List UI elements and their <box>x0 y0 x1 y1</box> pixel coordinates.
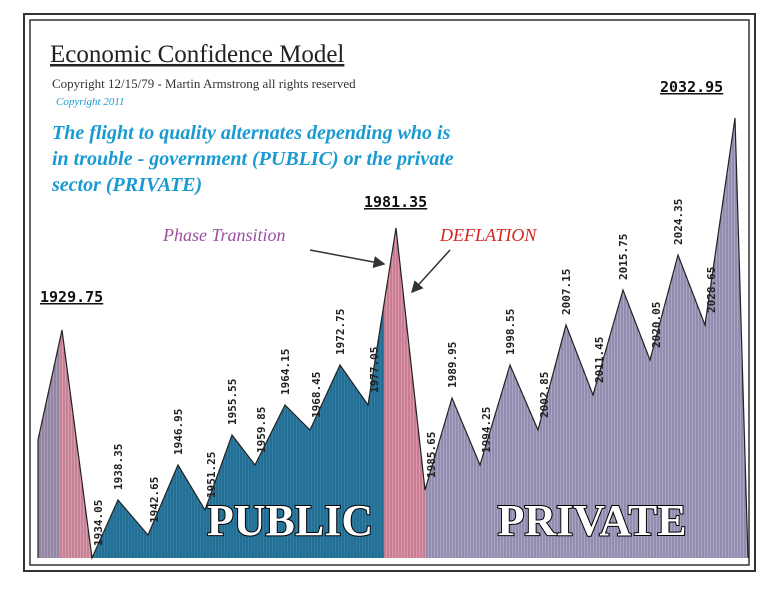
turning-point-label: 1994.25 <box>480 407 493 453</box>
turning-point-label: 1977.05 <box>368 347 381 393</box>
arrow <box>309 249 386 268</box>
turning-point-label: 2007.15 <box>560 269 573 315</box>
arrow <box>410 249 451 294</box>
turning-point-label: 2011.45 <box>593 337 606 383</box>
turning-point-label: 2002.85 <box>538 372 551 418</box>
turning-point-label: 1946.95 <box>172 409 185 455</box>
region-public: PUBLIC <box>207 496 373 545</box>
subtitle: The flight to quality alternates dependi… <box>52 122 451 144</box>
turning-point-label: 1985.65 <box>425 432 438 478</box>
turning-point-label: 1942.65 <box>148 477 161 523</box>
turning-point-label: 1981.35 <box>364 193 427 211</box>
turning-point-label: 1934.05 <box>92 500 105 546</box>
turning-point-label: 1951.25 <box>205 452 218 498</box>
outline <box>37 117 749 561</box>
turning-point-label: 1959.85 <box>255 407 268 453</box>
title: Economic Confidence Model <box>50 41 344 68</box>
turning-point-label: 2015.75 <box>617 234 630 280</box>
subtitle: in trouble - government (PUBLIC) or the … <box>52 148 454 170</box>
turning-point-label: 1972.75 <box>334 309 347 355</box>
turning-point-label: 2020.05 <box>650 302 663 348</box>
turning-point-label: 1929.75 <box>40 288 103 306</box>
turning-point-label: 1955.55 <box>226 379 239 425</box>
deflation: DEFLATION <box>439 225 537 245</box>
turning-point-label: 2028.65 <box>705 267 718 313</box>
inner-frame <box>29 19 750 566</box>
copyright-update: Copyright 2011 <box>56 96 125 108</box>
turning-point-label: 1938.35 <box>112 444 125 490</box>
copyright: Copyright 12/15/79 - Martin Armstrong al… <box>52 76 356 91</box>
turning-point-label: 1964.15 <box>279 349 292 395</box>
region-private: PRIVATE <box>497 496 686 545</box>
subtitle: sector (PRIVATE) <box>51 174 202 196</box>
turning-point-label: 1989.95 <box>446 342 459 388</box>
turning-point-label: 1968.45 <box>310 372 323 418</box>
phase-transition: Phase Transition <box>162 225 286 245</box>
turning-point-label: 2032.95 <box>660 78 723 96</box>
turning-point-label: 1998.55 <box>504 309 517 355</box>
outer-frame <box>23 13 756 572</box>
turning-point-label: 2024.35 <box>672 199 685 245</box>
